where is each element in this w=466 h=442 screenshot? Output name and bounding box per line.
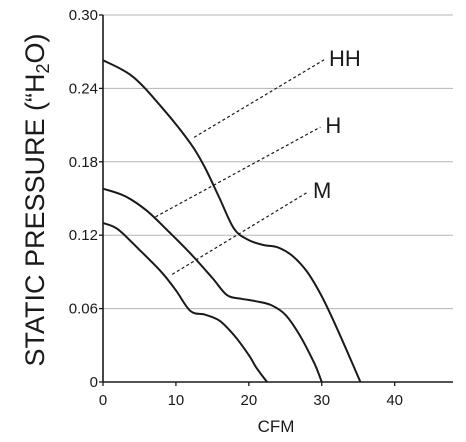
x-tick-label-4: 40 bbox=[386, 392, 403, 409]
y-axis-title-tail: O) bbox=[20, 33, 50, 63]
annotation-leaders bbox=[155, 59, 325, 275]
y-tick-label-0: 0 bbox=[90, 374, 98, 391]
y-tick-label-1: 0.06 bbox=[69, 301, 98, 318]
series-lines bbox=[102, 59, 362, 383]
series-label-hh: HH bbox=[329, 46, 361, 71]
series-label-m: M bbox=[313, 178, 331, 203]
x-tick-label-2: 20 bbox=[240, 392, 257, 409]
y-axis-title: STATIC PRESSURE (“H2O) bbox=[20, 33, 53, 366]
y-axis-title-main: STATIC PRESSURE (“H bbox=[20, 73, 50, 366]
y-axis-title-subscript: 2 bbox=[33, 63, 53, 73]
series-line-hh bbox=[102, 59, 362, 383]
x-axis-title: CFM bbox=[258, 417, 295, 436]
x-tick-label-3: 30 bbox=[313, 392, 330, 409]
y-tick-label-4: 0.24 bbox=[69, 80, 98, 97]
series-label-h: H bbox=[325, 113, 341, 138]
series-line-h bbox=[102, 187, 323, 383]
leader-line-hh bbox=[193, 59, 325, 138]
y-tick-label-5: 0.30 bbox=[69, 7, 98, 24]
grid-lines bbox=[103, 14, 453, 310]
series-line-m bbox=[102, 222, 268, 383]
x-tick-label-0: 0 bbox=[99, 392, 107, 409]
x-tick-label-1: 10 bbox=[168, 392, 185, 409]
tick-labels: 0 0.06 0.12 0.18 0.24 0.30 0 10 20 30 40 bbox=[69, 7, 403, 409]
y-tick-label-2: 0.12 bbox=[69, 227, 98, 244]
leader-line-m bbox=[171, 191, 309, 275]
y-tick-label-3: 0.18 bbox=[69, 154, 98, 171]
leader-line-h bbox=[155, 126, 321, 218]
axes bbox=[99, 14, 453, 386]
